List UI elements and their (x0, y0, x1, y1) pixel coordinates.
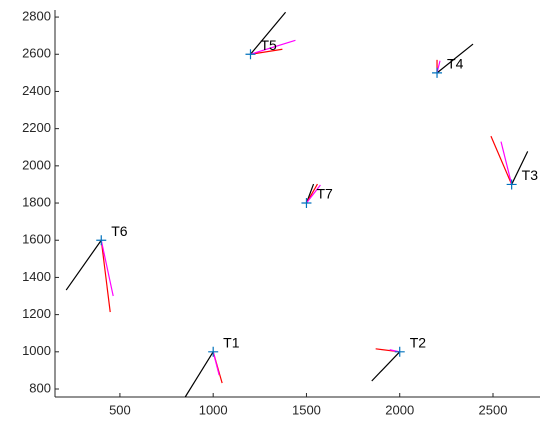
segment (65, 239, 102, 291)
segment (250, 39, 296, 55)
segment (250, 48, 283, 55)
y-tick-label: 800 (29, 380, 51, 395)
segment (100, 240, 111, 313)
point-marker (432, 67, 443, 78)
point-marker (208, 346, 219, 357)
segment (436, 43, 474, 74)
point-label: T4 (447, 56, 464, 72)
y-tick-label: 2400 (22, 83, 51, 98)
segment (511, 151, 529, 185)
x-tick-label: 1000 (199, 402, 228, 417)
segment (305, 184, 321, 204)
y-tick-label: 1000 (22, 343, 51, 358)
y-tick-label: 1400 (22, 269, 51, 284)
y-tick-label: 1200 (22, 306, 51, 321)
segment (100, 240, 114, 297)
y-tick-label: 2600 (22, 46, 51, 61)
point-marker (301, 198, 312, 209)
point-marker (506, 179, 517, 190)
segment (371, 351, 401, 382)
y-tick-label: 2200 (22, 120, 51, 135)
y-tick-label: 1800 (22, 194, 51, 209)
y-tick-label: 2000 (22, 157, 51, 172)
point-label: T6 (111, 223, 128, 239)
point-label: T5 (260, 37, 277, 53)
segment (212, 351, 220, 376)
point-label: T7 (316, 186, 333, 202)
y-tick-label: 1600 (22, 232, 51, 247)
segment (250, 11, 287, 55)
point-marker (96, 235, 107, 246)
y-tick-label: 2800 (22, 9, 51, 24)
point-label: T3 (522, 167, 539, 183)
point-marker (394, 346, 405, 357)
point-label: T2 (410, 335, 427, 351)
segment (500, 141, 513, 185)
x-tick-label: 500 (109, 402, 131, 417)
x-tick-label: 2000 (385, 402, 414, 417)
point-marker (245, 49, 256, 60)
x-tick-label: 2500 (479, 402, 508, 417)
x-tick-label: 1500 (292, 402, 321, 417)
segment (184, 351, 214, 398)
segment (490, 135, 513, 185)
point-label: T1 (223, 335, 240, 351)
